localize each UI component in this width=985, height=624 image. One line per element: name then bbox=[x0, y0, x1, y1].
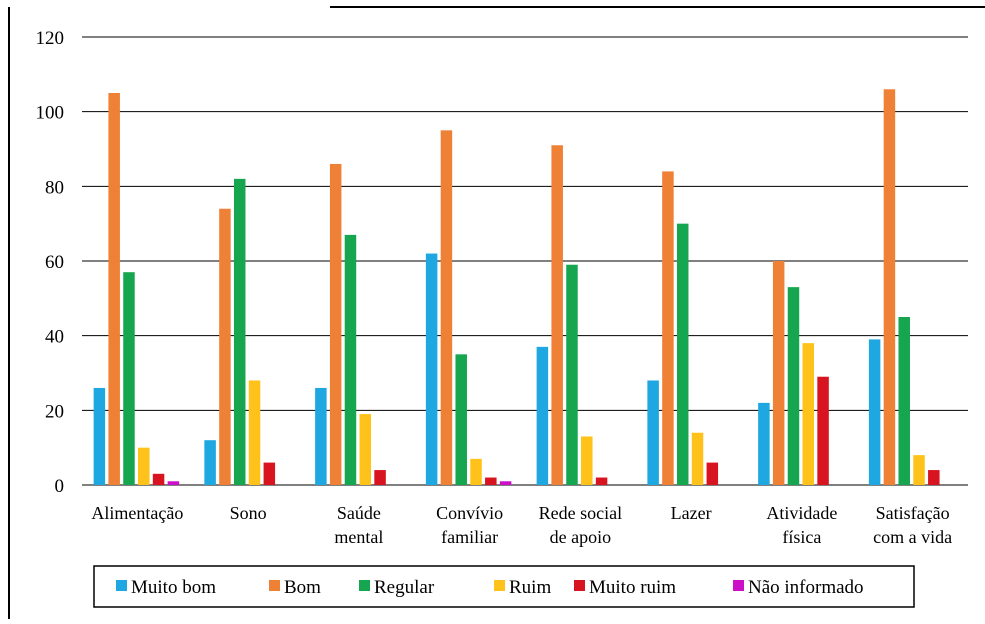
bar bbox=[898, 317, 910, 485]
legend-swatch bbox=[733, 580, 744, 591]
gridlines bbox=[82, 36, 968, 486]
bar bbox=[499, 481, 512, 485]
legend-box bbox=[93, 565, 915, 608]
bar bbox=[662, 171, 674, 485]
legend-label: Muito bom bbox=[131, 577, 216, 598]
bars bbox=[93, 89, 940, 486]
x-axis-labels: Alimentação Sono Saúde mental Convívio famili… bbox=[91, 503, 952, 547]
bar bbox=[138, 447, 150, 485]
bar bbox=[425, 253, 438, 485]
y-tick-label: 0 bbox=[55, 476, 65, 497]
legend-swatch bbox=[574, 580, 585, 591]
bar bbox=[485, 477, 497, 485]
bar bbox=[691, 432, 704, 485]
legend-swatch bbox=[269, 580, 280, 591]
bar bbox=[263, 462, 276, 485]
legend-label: Bom bbox=[284, 577, 321, 598]
legend: Muito bom Bom Regular Ruim Muito ruim Não inf… bbox=[93, 565, 915, 608]
bar bbox=[928, 470, 940, 485]
bar bbox=[359, 414, 372, 485]
bar bbox=[315, 387, 327, 485]
bar bbox=[219, 208, 231, 485]
bar bbox=[233, 178, 246, 485]
x-category-label: Atividade física bbox=[766, 503, 837, 547]
bar bbox=[536, 346, 549, 485]
legend-swatch bbox=[494, 580, 505, 591]
x-category-label: Satisfação com a vida bbox=[873, 503, 952, 547]
bar bbox=[676, 223, 689, 485]
bar bbox=[566, 264, 578, 485]
legend-swatch bbox=[359, 580, 370, 591]
x-category-label: Lazer bbox=[671, 503, 712, 523]
y-tick-label: 40 bbox=[45, 327, 64, 348]
bar bbox=[123, 272, 135, 485]
bar bbox=[581, 436, 593, 485]
y-tick-label: 60 bbox=[45, 252, 64, 273]
bar bbox=[913, 455, 925, 485]
bar bbox=[802, 343, 815, 485]
legend-label: Muito ruim bbox=[589, 577, 676, 598]
bar bbox=[595, 477, 608, 485]
legend-swatch bbox=[116, 580, 127, 591]
y-tick-label: 20 bbox=[45, 401, 64, 422]
bar bbox=[93, 387, 106, 485]
bar bbox=[758, 402, 770, 485]
legend-label: Regular bbox=[374, 577, 435, 598]
legend-label: Não informado bbox=[748, 577, 864, 598]
bar bbox=[108, 93, 120, 485]
x-category-label: Sono bbox=[230, 503, 267, 523]
bar bbox=[374, 470, 386, 485]
x-category-label: Rede social de apoio bbox=[539, 503, 622, 547]
bar bbox=[167, 481, 180, 485]
y-tick-label: 80 bbox=[45, 177, 64, 198]
bar bbox=[883, 89, 896, 486]
bar bbox=[344, 234, 357, 485]
bar bbox=[787, 287, 800, 485]
bar bbox=[329, 163, 342, 485]
bar bbox=[152, 473, 165, 485]
y-axis-ticks: 0 20 40 60 80 100 120 bbox=[36, 28, 65, 497]
bar bbox=[647, 380, 659, 485]
bar bbox=[470, 458, 482, 485]
y-tick-label: 100 bbox=[36, 103, 65, 124]
bar bbox=[772, 261, 785, 485]
x-category-label: Convívio familiar bbox=[436, 503, 503, 547]
bar bbox=[440, 130, 453, 486]
legend-label: Ruim bbox=[509, 577, 551, 598]
x-category-label: Saúde mental bbox=[334, 503, 383, 547]
y-tick-label: 120 bbox=[36, 28, 65, 49]
bar bbox=[455, 354, 467, 485]
bar bbox=[551, 145, 563, 485]
bar bbox=[248, 380, 261, 485]
bar bbox=[868, 339, 881, 485]
bar bbox=[706, 462, 719, 485]
x-category-label: Alimentação bbox=[91, 503, 183, 523]
bar bbox=[204, 440, 216, 485]
bar bbox=[817, 376, 829, 485]
